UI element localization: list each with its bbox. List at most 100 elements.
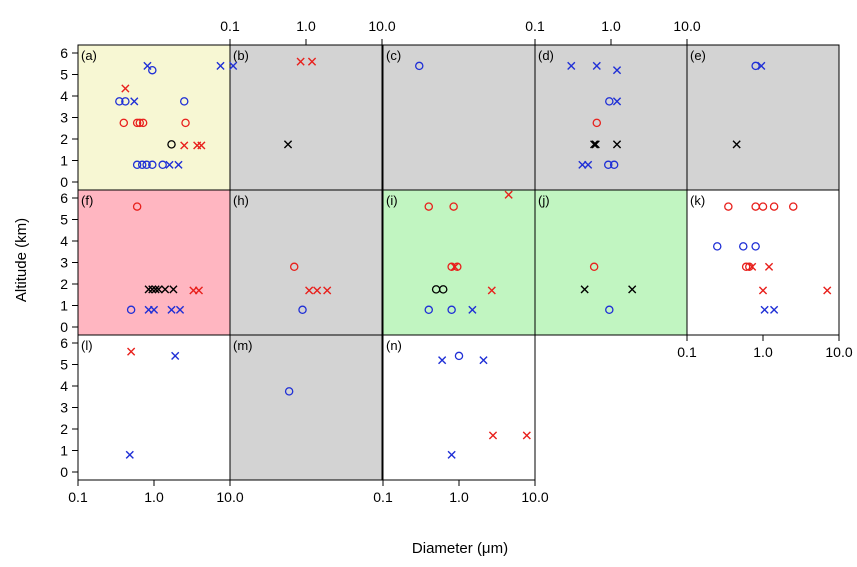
panel-d: (d)	[534, 44, 688, 191]
y-tick-label: 5	[60, 357, 68, 373]
y-tick-label: 1	[60, 298, 68, 314]
data-point-circle	[788, 202, 798, 211]
panel-background	[229, 189, 383, 336]
panel-background	[77, 334, 231, 481]
data-point-cross	[171, 351, 180, 360]
data-point-circle	[179, 97, 189, 106]
panel-b: (b)	[229, 44, 383, 191]
data-point-cross	[174, 160, 183, 169]
panel-e: (e)	[686, 44, 840, 191]
panel-label: (j)	[538, 193, 550, 208]
x-tick-label: 10.0	[521, 489, 548, 505]
panel-label: (f)	[81, 193, 93, 208]
panel-background	[77, 189, 231, 336]
data-point-cross	[487, 286, 496, 295]
data-point-cross	[592, 61, 601, 70]
data-point-cross	[628, 285, 637, 294]
x-tick-label: 0.1	[525, 18, 545, 34]
data-point-circle	[289, 262, 299, 272]
data-point-cross	[323, 286, 332, 295]
panel-label: (h)	[233, 193, 249, 208]
data-point-circle	[126, 305, 136, 315]
data-point-circle	[424, 305, 434, 315]
data-point-cross	[143, 61, 152, 70]
data-point-cross	[180, 141, 189, 150]
x-tick-label: 0.1	[677, 344, 697, 360]
data-point-cross	[468, 305, 477, 314]
panel-h: (h)	[229, 189, 383, 336]
y-tick-label: 5	[60, 67, 68, 83]
data-point-cross	[307, 57, 317, 66]
panel-a: (a)	[77, 44, 231, 191]
x-tick-label: 1.0	[601, 18, 621, 34]
data-point-circle	[115, 97, 124, 106]
data-point-circle	[298, 305, 307, 315]
data-point-cross	[125, 450, 134, 459]
data-point-cross	[580, 285, 589, 294]
data-point-circle	[724, 202, 733, 211]
data-point-circle	[751, 61, 760, 71]
y-tick-label: 1	[60, 443, 68, 459]
data-point-circle	[284, 387, 294, 396]
data-point-circle	[148, 65, 157, 75]
data-point-cross	[127, 347, 136, 356]
panel-n: (n)	[382, 334, 536, 481]
data-point-circle	[769, 202, 779, 211]
data-point-circle	[751, 242, 760, 251]
y-tick-label: 3	[60, 110, 68, 126]
data-point-cross	[591, 140, 600, 149]
panel-background	[534, 189, 688, 336]
y-tick-label: 1	[60, 153, 68, 169]
y-tick-label: 4	[60, 233, 68, 249]
x-tick-label: 10.0	[825, 344, 852, 360]
data-point-circle	[158, 160, 167, 170]
data-point-circle	[589, 262, 599, 272]
data-point-cross	[612, 140, 622, 149]
y-tick-label: 4	[60, 378, 68, 394]
y-tick-label: 5	[60, 212, 68, 228]
panels-layer: (a) (b) (c) (d) (e) (f) (h) (i) (j) (k) (l) (m) (n)	[77, 44, 840, 481]
data-point-cross	[760, 305, 769, 314]
data-point-cross	[130, 97, 139, 106]
data-point-cross	[154, 285, 163, 294]
data-point-cross	[197, 141, 206, 150]
x-tick-label: 1.0	[753, 344, 773, 360]
panel-label: (e)	[690, 48, 706, 63]
data-point-cross	[169, 285, 178, 294]
data-point-circle	[605, 97, 614, 106]
x-tick-label: 1.0	[449, 489, 469, 505]
panel-f: (f)	[77, 189, 231, 336]
data-point-circle	[119, 118, 129, 128]
panel-label: (c)	[386, 48, 401, 63]
x-tick-label: 10.0	[673, 18, 700, 34]
panel-m: (m)	[229, 334, 383, 481]
data-point-circle	[181, 118, 190, 128]
data-point-cross	[296, 57, 305, 66]
y-tick-label: 0	[60, 464, 68, 480]
data-point-circle	[454, 351, 464, 361]
data-point-circle	[741, 262, 751, 272]
data-point-circle	[148, 160, 157, 170]
x-tick-label: 1.0	[144, 489, 164, 505]
panel-label: (n)	[386, 338, 402, 353]
panel-i: (i)	[382, 189, 536, 336]
panel-label: (i)	[386, 193, 398, 208]
y-tick-label: 0	[60, 319, 68, 335]
panel-background	[534, 44, 688, 191]
x-tick-label: 0.1	[373, 489, 393, 505]
data-point-circle	[609, 160, 619, 170]
data-point-circle	[135, 118, 145, 128]
y-axis-title: Altitude (km)	[13, 218, 30, 302]
x-tick-label: 0.1	[68, 489, 88, 505]
data-point-cross	[764, 262, 774, 271]
data-point-cross	[121, 84, 130, 93]
panel-k: (k)	[686, 189, 840, 336]
y-tick-label: 6	[60, 190, 68, 206]
y-tick-label: 4	[60, 88, 68, 104]
data-point-cross	[758, 286, 768, 295]
panel-c: (c)	[382, 44, 536, 191]
data-point-cross	[305, 286, 314, 295]
y-tick-label: 0	[60, 174, 68, 190]
